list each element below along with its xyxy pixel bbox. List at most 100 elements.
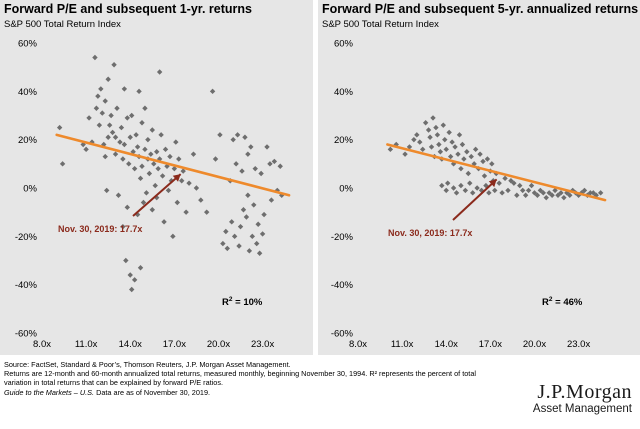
data-point — [461, 156, 467, 162]
y-tick-label: 0% — [339, 184, 353, 195]
x-tick-label: 11.0x — [391, 339, 414, 350]
data-point — [528, 182, 535, 189]
data-point — [142, 105, 148, 111]
current-pe-annotation: Nov. 30, 2019: 17.7x — [388, 228, 472, 238]
data-point — [449, 139, 455, 145]
panel-5yr: Forward P/E and subsequent 5-yr. annuali… — [318, 0, 640, 355]
data-point — [251, 202, 257, 208]
data-point — [462, 187, 469, 194]
data-point — [156, 69, 163, 75]
data-point — [474, 185, 480, 191]
data-point — [406, 144, 413, 150]
data-point — [105, 134, 111, 140]
annotation-arrow — [132, 173, 182, 217]
data-point — [434, 132, 441, 138]
data-point — [56, 124, 63, 131]
data-point — [180, 168, 186, 174]
x-tick-label: 17.0x — [163, 339, 186, 350]
y-tick-label: 40% — [334, 87, 354, 98]
data-point — [445, 180, 451, 186]
data-point — [477, 151, 483, 157]
guide-title: Guide to the Markets – U.S. — [4, 387, 95, 397]
x-tick-label: 20.0x — [523, 339, 546, 350]
data-point — [223, 228, 229, 235]
data-point — [115, 192, 122, 198]
data-point — [134, 144, 141, 150]
x-tick-label: 14.0x — [119, 339, 142, 350]
arrow-head — [172, 174, 181, 182]
data-point — [534, 192, 541, 198]
data-point — [174, 199, 180, 206]
data-point — [102, 153, 108, 160]
data-point — [220, 240, 226, 247]
data-point — [146, 170, 153, 177]
data-point — [455, 151, 461, 157]
data-point — [136, 88, 142, 95]
data-point — [111, 62, 117, 68]
data-point — [212, 156, 219, 162]
data-point — [470, 190, 476, 196]
data-point — [443, 146, 449, 153]
footnote-variation: variation in total returns that can be e… — [4, 378, 224, 388]
data-point — [126, 161, 132, 167]
data-point — [101, 141, 107, 148]
data-point — [277, 163, 283, 169]
y-tick-label: 60% — [334, 39, 354, 50]
data-point — [468, 153, 474, 160]
data-point — [425, 127, 432, 133]
trend-line — [55, 133, 291, 197]
data-point — [465, 170, 471, 177]
y-tick-label: 20% — [334, 135, 354, 146]
data-point — [224, 245, 230, 252]
data-point — [140, 199, 147, 206]
data-point — [83, 146, 89, 153]
chart-title: Forward P/E and subsequent 5-yr. annuali… — [322, 2, 639, 16]
data-point — [520, 187, 526, 194]
data-point — [139, 120, 145, 126]
x-tick-label: 8.0x — [349, 339, 367, 350]
data-point — [411, 136, 417, 143]
data-point — [436, 141, 442, 148]
data-point — [496, 180, 502, 186]
y-tick-label: -60% — [331, 329, 354, 340]
data-point — [204, 209, 210, 215]
data-point — [453, 190, 460, 196]
data-point — [254, 240, 260, 247]
data-point — [243, 214, 250, 220]
data-point — [514, 192, 520, 198]
data-point — [593, 192, 599, 198]
data-point — [137, 175, 144, 182]
data-point — [242, 134, 248, 140]
data-point — [156, 156, 163, 162]
data-point — [127, 134, 133, 140]
data-point — [167, 153, 173, 160]
data-point — [428, 144, 435, 150]
data-point — [261, 211, 267, 218]
data-point — [98, 86, 104, 92]
data-point — [86, 115, 92, 121]
data-point — [92, 54, 98, 61]
chart-subtitle: S&P 500 Total Return Index — [322, 19, 439, 30]
data-point — [259, 231, 266, 237]
data-point — [420, 146, 426, 153]
data-point — [492, 187, 498, 194]
data-point — [152, 182, 158, 189]
panel-1yr: Forward P/E and subsequent 1-yr. returns… — [0, 0, 313, 355]
data-point — [114, 105, 120, 111]
data-point — [437, 149, 444, 155]
x-tick-label: 14.0x — [435, 339, 458, 350]
data-point — [142, 146, 148, 153]
data-point — [190, 151, 197, 157]
x-tick-label: 17.0x — [479, 339, 502, 350]
data-point — [139, 163, 145, 169]
jpmorgan-logo: J.P.Morgan Asset Management — [533, 381, 632, 416]
data-point — [414, 132, 420, 138]
data-point — [112, 134, 119, 140]
data-point — [179, 178, 185, 184]
data-point — [249, 233, 255, 240]
chart-title: Forward P/E and subsequent 1-yr. returns — [4, 2, 252, 16]
data-point — [159, 173, 166, 179]
r-squared-superscript: 2 — [229, 296, 233, 303]
trend-line — [386, 143, 607, 202]
data-point — [161, 219, 167, 225]
